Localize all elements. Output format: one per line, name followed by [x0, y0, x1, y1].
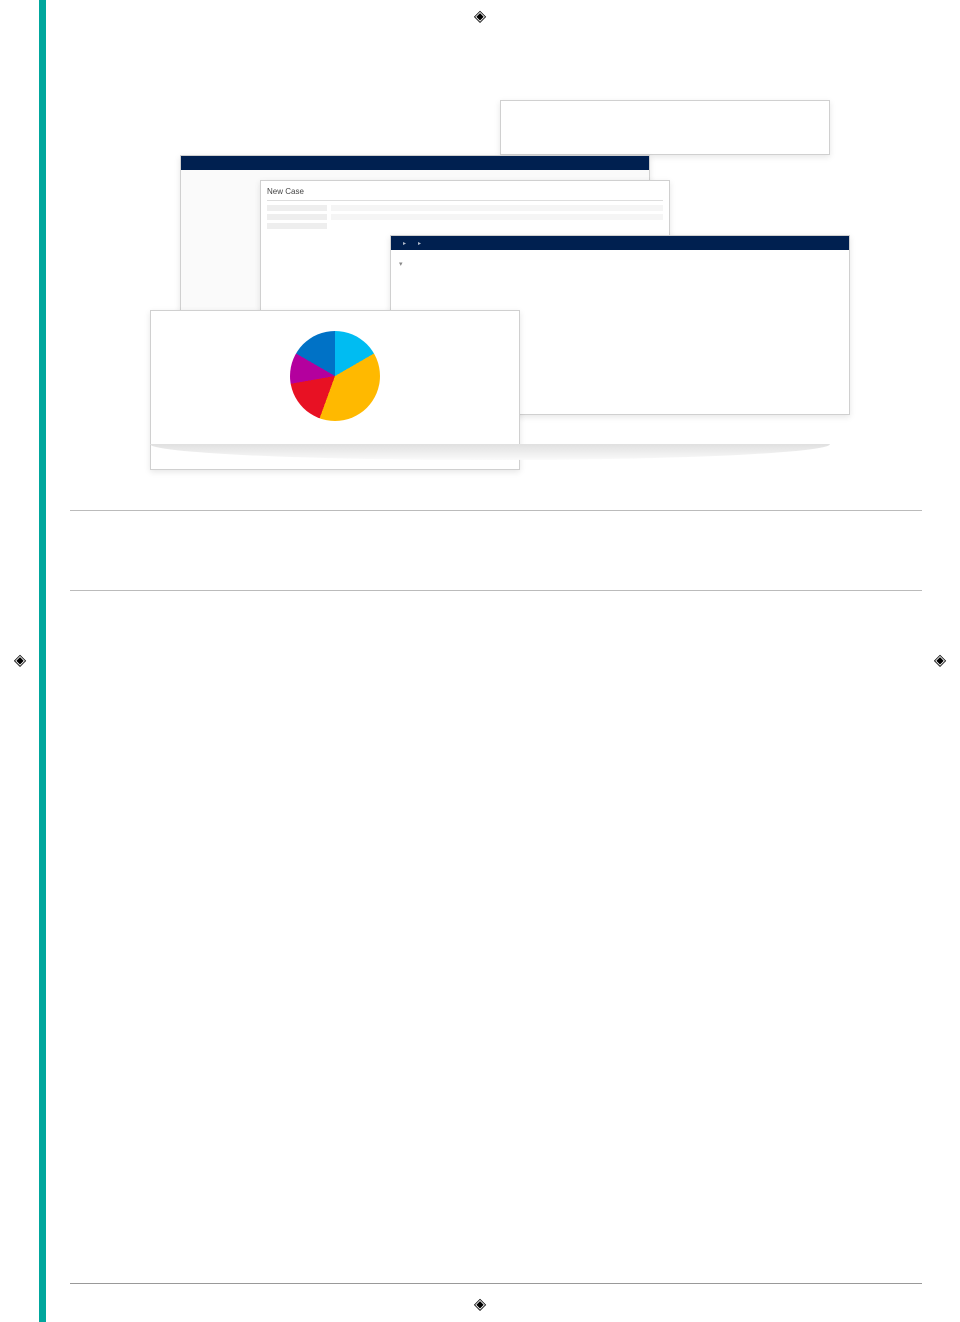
active-cases-title: [399, 258, 843, 268]
registration-mark: ◈: [932, 653, 948, 669]
registration-mark: ◈: [472, 1297, 488, 1313]
panel-sentiment-summary: [500, 100, 830, 155]
divider: [70, 510, 922, 511]
registration-mark: ◈: [12, 653, 28, 669]
registration-mark: ◈: [472, 9, 488, 25]
footer-divider: [70, 1283, 922, 1284]
hero-screenshot-cluster: New Case ▸ ▸: [150, 100, 830, 470]
divider: [70, 590, 922, 591]
side-accent-stripe: [39, 0, 46, 1322]
pie-chart: [290, 331, 380, 421]
